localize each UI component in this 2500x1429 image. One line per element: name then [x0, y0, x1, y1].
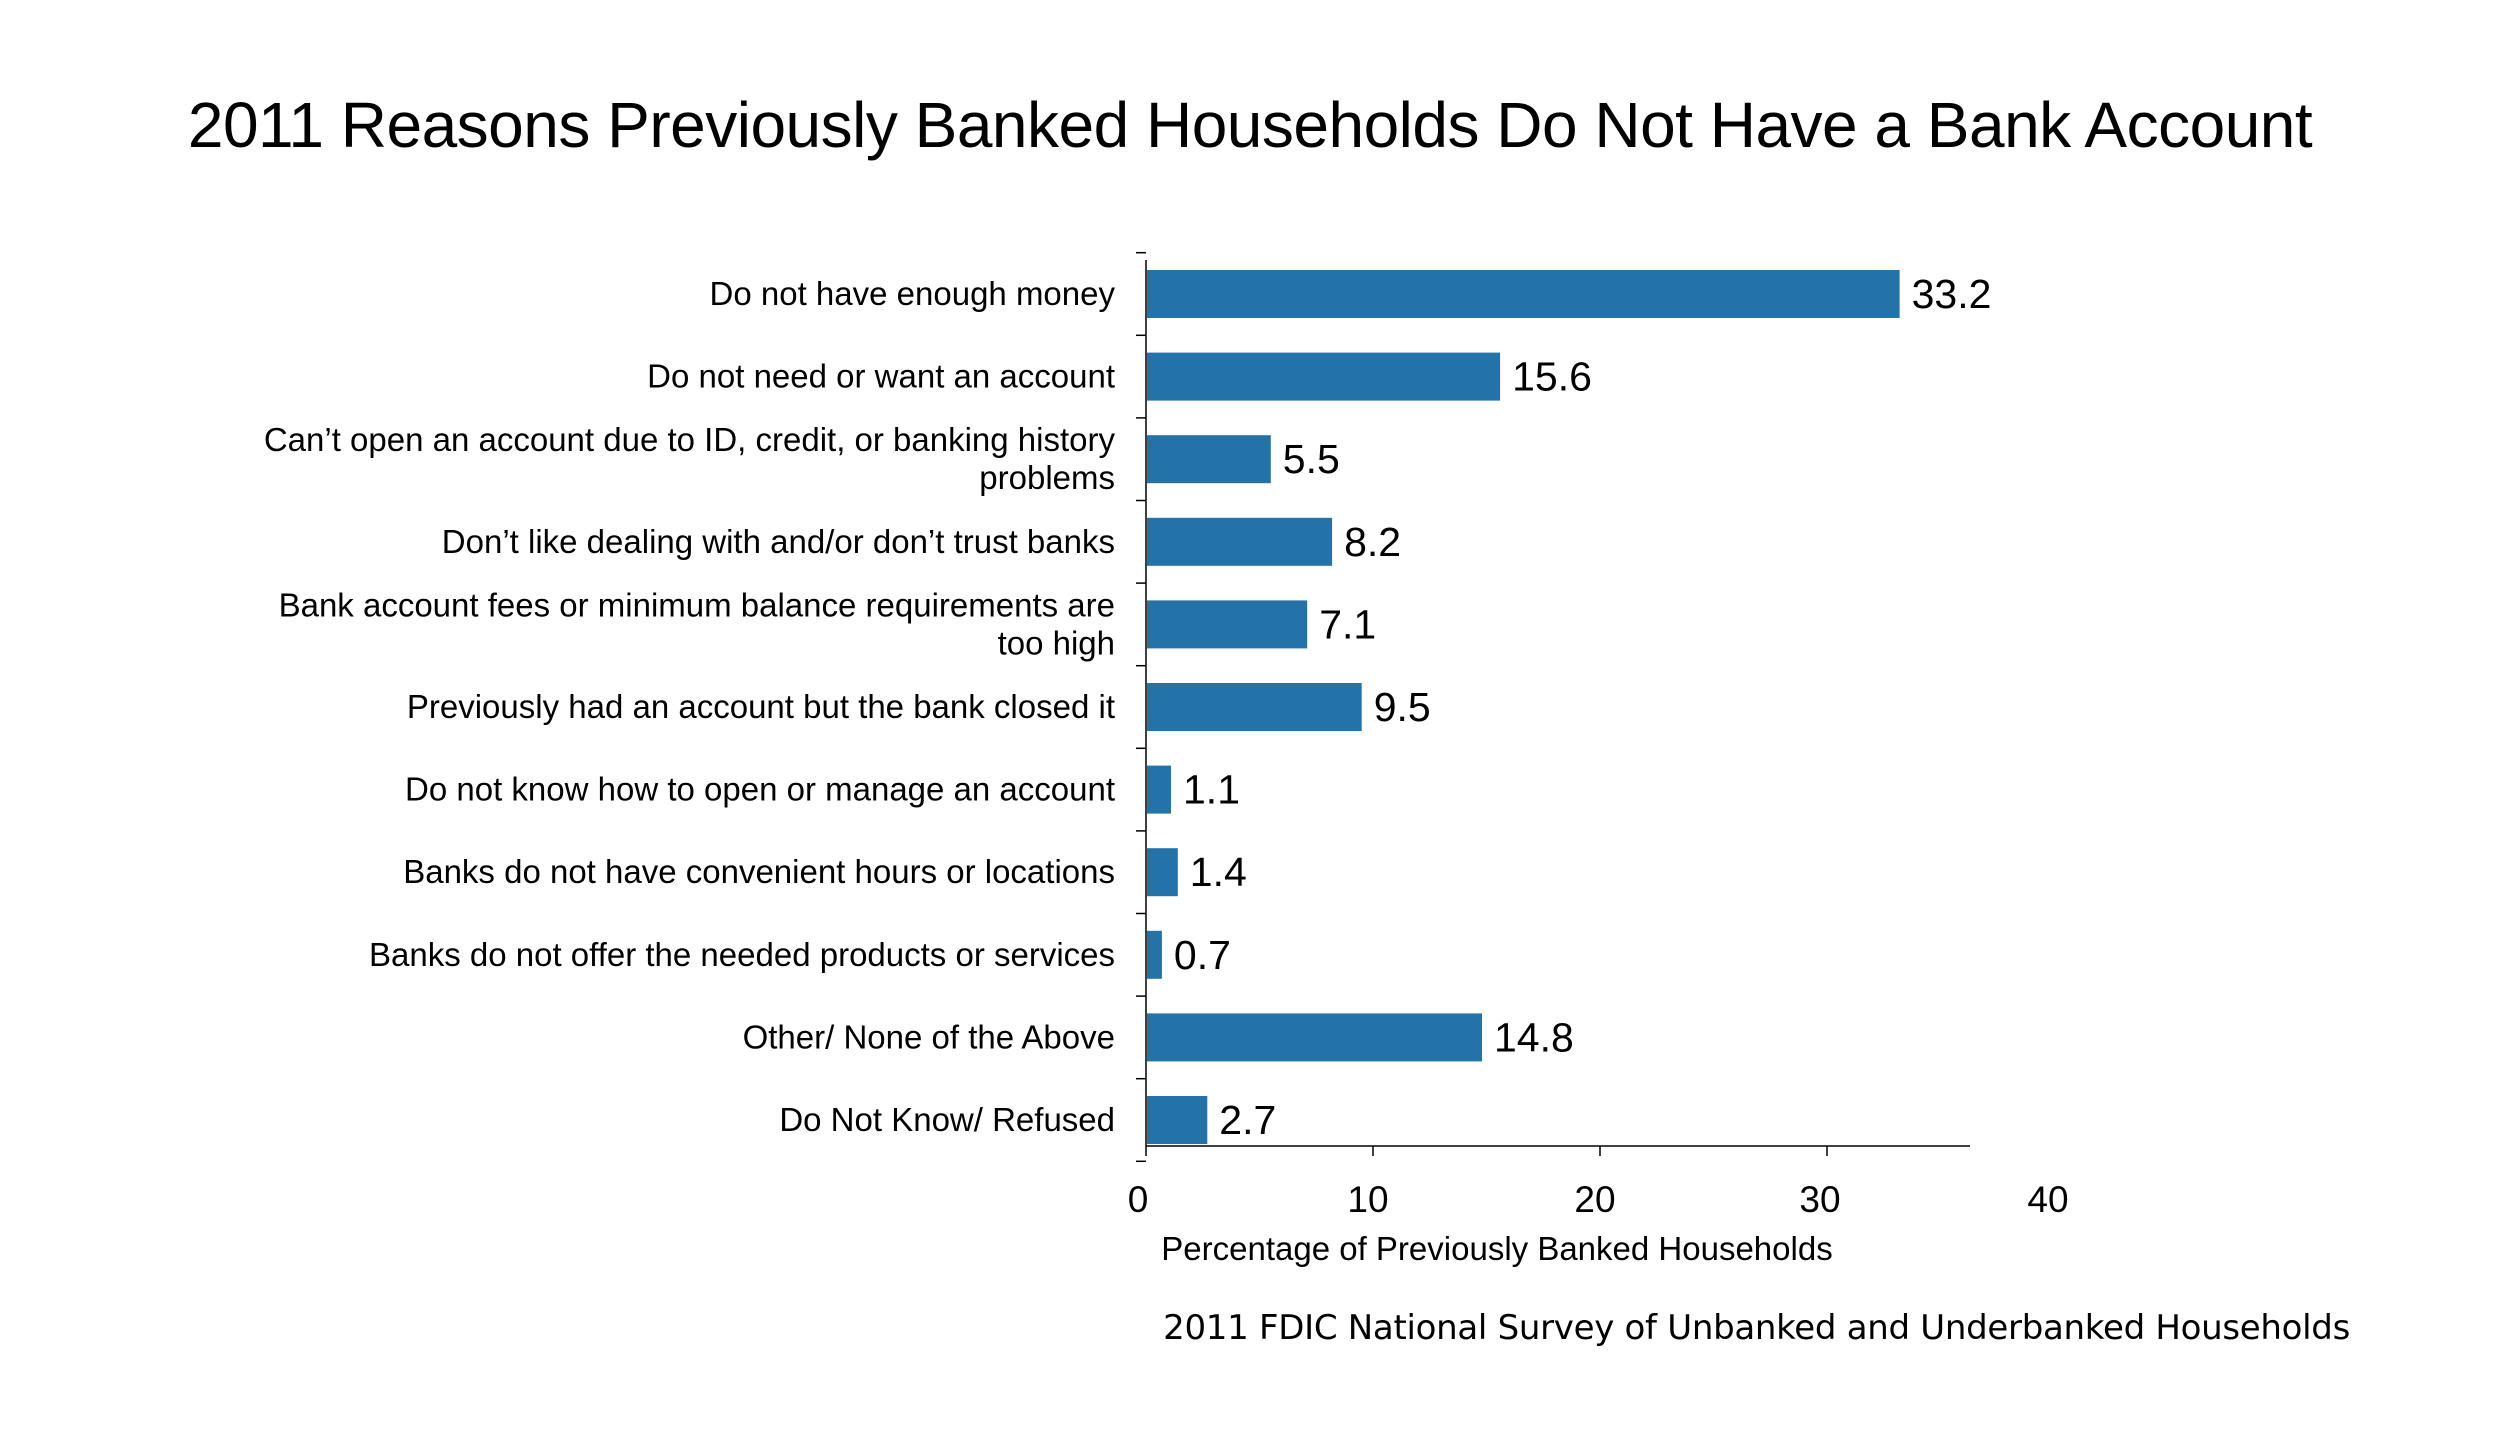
- x-tick-label: 40: [2027, 1179, 2068, 1220]
- value-label: 15.6: [1512, 354, 1592, 400]
- bar: [1147, 683, 1362, 731]
- bar: [1147, 1096, 1208, 1144]
- value-label: 1.4: [1190, 849, 1247, 895]
- bar: [1147, 765, 1171, 814]
- x-tick-label: 0: [1128, 1179, 1149, 1220]
- bar: [1147, 600, 1308, 649]
- x-axis-title: Percentage of Previously Banked Househol…: [1161, 1230, 1832, 1267]
- value-label: 2.7: [1219, 1097, 1276, 1143]
- value-label: 0.7: [1174, 932, 1231, 978]
- bar: [1147, 352, 1501, 401]
- category-label: Banks do not offer the needed products o…: [369, 936, 1115, 973]
- value-label: 33.2: [1912, 271, 1992, 317]
- category-label: Do not know how to open or manage an acc…: [405, 771, 1115, 808]
- category-label: Bank account fees or minimum balance req…: [279, 586, 1115, 623]
- bar: [1147, 270, 1900, 318]
- bars-layer: [1147, 270, 1900, 1144]
- category-label: Don’t like dealing with and/or don’t tru…: [442, 523, 1115, 560]
- category-label: Do not have enough money: [710, 275, 1116, 312]
- category-label: Other/ None of the Above: [743, 1018, 1115, 1055]
- bar: [1147, 930, 1162, 979]
- category-label: too high: [998, 624, 1115, 661]
- x-tick-label: 20: [1574, 1179, 1615, 1220]
- value-label: 14.8: [1494, 1014, 1574, 1060]
- value-label: 5.5: [1283, 436, 1340, 482]
- category-label: Do Not Know/ Refused: [779, 1101, 1115, 1138]
- x-tick-label: 30: [1799, 1179, 1840, 1220]
- category-label: problems: [979, 459, 1115, 496]
- x-tick-label: 10: [1347, 1179, 1388, 1220]
- value-labels: 33.2 15.6 5.58.2 7.1 9.5 1.1 1.4 0.7 14.8 2.7: [1174, 271, 1992, 1143]
- value-label: 1.1: [1183, 767, 1240, 813]
- bar: [1147, 1013, 1482, 1062]
- value-label: 9.5: [1374, 684, 1431, 730]
- value-label: 7.1: [1319, 601, 1376, 647]
- category-label: Do not need or want an account: [647, 358, 1115, 395]
- category-label: Previously had an account but the bank c…: [407, 688, 1115, 725]
- value-label: 8.2: [1344, 519, 1401, 565]
- bar: [1147, 517, 1333, 566]
- source-note: 2011 FDIC National Survey of Unbanked an…: [1163, 1308, 2350, 1348]
- category-labels: Do not have enough money Do not need or w…: [264, 275, 1116, 1138]
- bar: [1147, 848, 1178, 897]
- category-label: Banks do not have convenient hours or lo…: [403, 853, 1115, 890]
- chart-title: 2011 Reasons Previously Banked Household…: [187, 89, 2313, 161]
- bar: [1147, 435, 1271, 484]
- axes: 0 10 20 30 40: [1128, 251, 2069, 1220]
- category-label: Can’t open an account due to ID, credit,…: [264, 421, 1116, 458]
